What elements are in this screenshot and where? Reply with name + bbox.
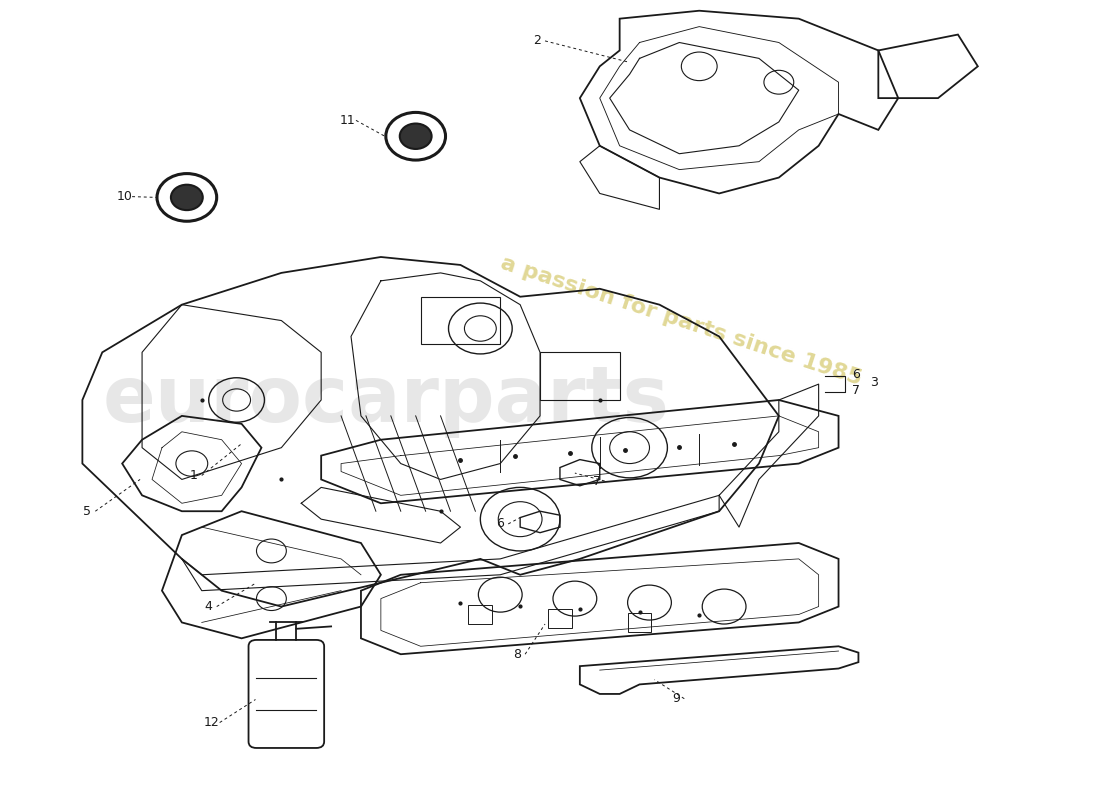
Text: 3: 3 — [870, 376, 878, 389]
Text: 6: 6 — [496, 518, 504, 530]
Text: 12: 12 — [204, 716, 220, 729]
Text: 2: 2 — [534, 34, 541, 47]
Text: 11: 11 — [340, 114, 356, 127]
Text: 7: 7 — [852, 384, 860, 397]
Text: 8: 8 — [514, 648, 521, 661]
Text: eurocarparts: eurocarparts — [102, 362, 669, 438]
Text: 1: 1 — [190, 469, 198, 482]
Text: 5: 5 — [84, 505, 91, 518]
Text: 4: 4 — [205, 600, 212, 613]
Text: a passion for parts since 1985: a passion for parts since 1985 — [498, 253, 865, 389]
Text: 7: 7 — [593, 474, 601, 487]
Circle shape — [170, 185, 202, 210]
Text: 6: 6 — [852, 368, 860, 381]
Circle shape — [399, 123, 431, 149]
Text: 9: 9 — [672, 692, 680, 706]
Text: 10: 10 — [117, 190, 132, 203]
